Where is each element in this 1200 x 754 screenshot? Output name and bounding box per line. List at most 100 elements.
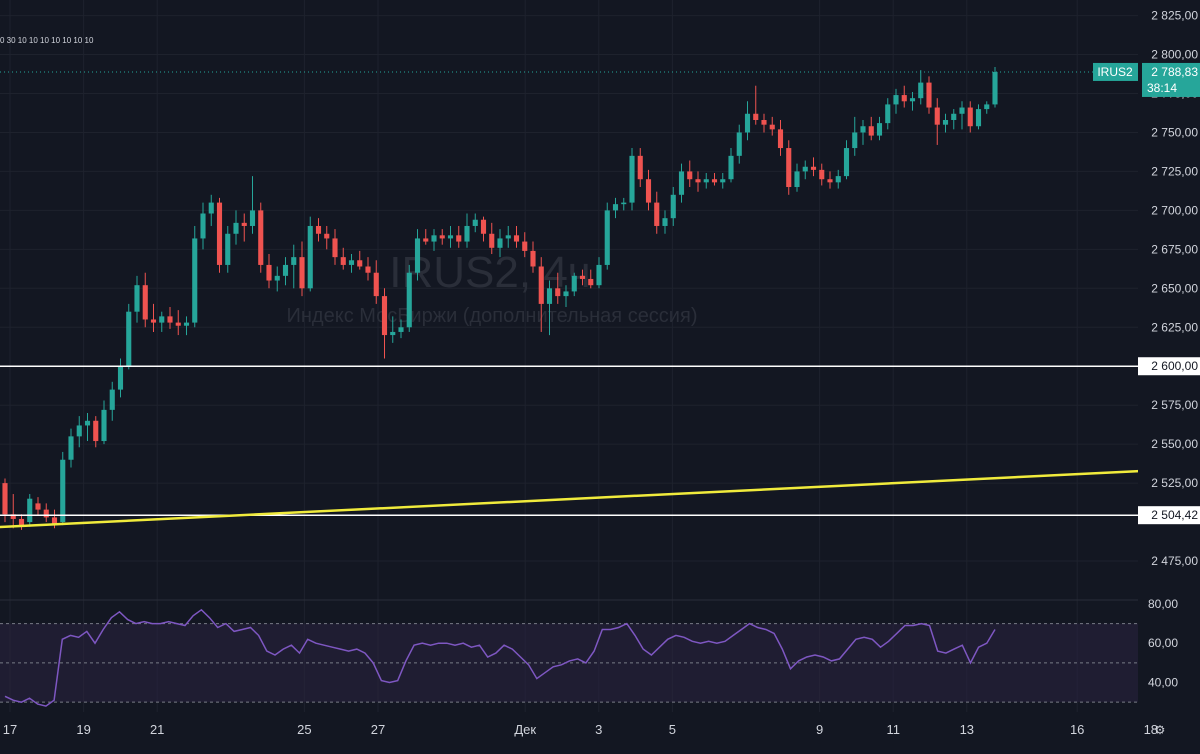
- candle-body: [340, 257, 346, 265]
- candle-body: [489, 233, 495, 248]
- candle-body: [918, 82, 924, 99]
- candle-body: [381, 296, 388, 336]
- hline-price-label: 2 504,42: [1151, 508, 1198, 522]
- candle-body: [497, 238, 503, 248]
- time-tick-label: 27: [371, 722, 385, 737]
- candle-body: [315, 225, 322, 234]
- symbol-tag: [1093, 62, 1138, 81]
- candle-body: [431, 235, 437, 242]
- candle-body: [266, 264, 272, 281]
- candle-body: [975, 109, 982, 127]
- chart-grid: [0, 0, 1152, 712]
- candle-body: [802, 166, 808, 172]
- candle-body: [728, 155, 734, 180]
- candle-body: [200, 213, 206, 239]
- candle-body: [93, 420, 99, 442]
- time-tick-label: 13: [960, 722, 974, 737]
- candle-body: [10, 514, 16, 519]
- candle-body: [522, 241, 528, 251]
- candle-body: [794, 171, 800, 188]
- price-tick-label: 2 525,00: [1151, 476, 1198, 490]
- candle-body: [909, 98, 916, 102]
- bar-countdown: 38:14: [1147, 81, 1177, 95]
- candle-body: [555, 288, 561, 297]
- candle-body: [744, 113, 751, 133]
- candle-body: [35, 503, 41, 510]
- candle-body: [860, 126, 866, 133]
- price-tick-label: 2 475,00: [1151, 554, 1198, 568]
- candle-body: [274, 275, 280, 281]
- candle-body: [654, 202, 660, 226]
- candle-body: [596, 264, 602, 286]
- candle-body: [68, 436, 74, 460]
- candle-body: [967, 107, 973, 127]
- candle-body: [192, 238, 198, 323]
- candle-body: [43, 509, 49, 518]
- candle-body: [951, 113, 957, 120]
- candle-body: [27, 498, 33, 523]
- candle-body: [480, 219, 487, 234]
- price-tick-label: 2 825,00: [1151, 9, 1198, 23]
- candle-body: [183, 322, 190, 326]
- time-tick-label: 3: [595, 722, 602, 737]
- last-price-tag: [1142, 62, 1200, 97]
- symbol-tag-label: IRUS2: [1097, 65, 1133, 79]
- candle-body: [348, 260, 355, 265]
- candle-body: [530, 250, 536, 267]
- candle-body: [612, 204, 619, 211]
- candle-body: [447, 235, 454, 239]
- price-axis: 2 825,002 800,002 775,002 750,002 725,00…: [1093, 0, 1200, 749]
- candle-body: [546, 288, 553, 304]
- candle-body: [258, 210, 264, 265]
- candle-body: [959, 107, 965, 114]
- candle-body: [645, 179, 652, 203]
- trendline[interactable]: [0, 460, 1200, 529]
- candle-body: [868, 126, 874, 136]
- candle-body: [753, 113, 759, 120]
- time-tick-label: Дек: [514, 722, 536, 737]
- price-tick-label: 2 700,00: [1151, 203, 1198, 217]
- time-tick-label: 5: [669, 722, 676, 737]
- candle-body: [992, 71, 998, 105]
- candle-body: [810, 166, 817, 170]
- candle-body: [390, 331, 396, 336]
- candle-body: [134, 285, 140, 312]
- candle-body: [456, 235, 462, 242]
- candle-body: [332, 238, 338, 258]
- candle-body: [117, 366, 124, 390]
- candle-body: [324, 233, 330, 239]
- rsi-tick-label: 40,00: [1148, 676, 1178, 690]
- price-tick-label: 2 650,00: [1151, 281, 1198, 295]
- candle-body: [777, 129, 784, 149]
- candle-body: [695, 179, 701, 183]
- time-tick-label: 19: [76, 722, 90, 737]
- candle-body: [208, 202, 214, 214]
- settings-icon: ⚙: [1155, 723, 1166, 737]
- candle-body: [934, 107, 940, 125]
- time-tick-label: 16: [1070, 722, 1084, 737]
- candle-body: [901, 95, 907, 102]
- candle-body: [472, 219, 478, 226]
- candle-body: [423, 238, 429, 242]
- candle-body: [398, 327, 404, 332]
- candle-body: [984, 104, 990, 110]
- candle-body: [538, 266, 544, 304]
- candle-body: [365, 266, 371, 273]
- candle-body: [621, 202, 627, 205]
- candle-body: [761, 120, 767, 125]
- time-tick-label: 9: [816, 722, 823, 737]
- candle-body: [637, 155, 643, 180]
- candle-body: [51, 517, 58, 526]
- candle-body: [299, 257, 305, 289]
- candle-body: [150, 319, 157, 323]
- candle-body: [464, 225, 470, 242]
- candles: [2, 67, 998, 530]
- rsi-line: [4, 608, 996, 707]
- candle-body: [629, 155, 635, 203]
- header-indicator-values: 0 30 10 10 10 10 10 10 10: [0, 36, 94, 45]
- candle-body: [843, 148, 850, 177]
- candle-body: [142, 285, 148, 320]
